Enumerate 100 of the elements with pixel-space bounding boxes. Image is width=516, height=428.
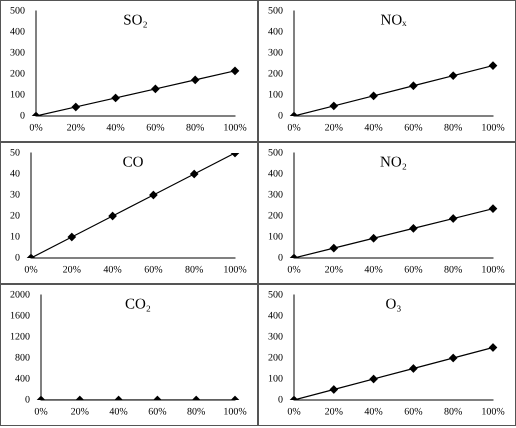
y-tick-label: 200 xyxy=(10,68,25,80)
chart-title: NO₂ xyxy=(380,154,407,170)
x-tick-label: 0% xyxy=(287,122,301,134)
point xyxy=(449,214,458,223)
y-tick-label: 2000 xyxy=(10,290,30,301)
y-tick-label: 500 xyxy=(10,6,25,17)
x-tick-label: 100% xyxy=(481,406,505,418)
point xyxy=(330,385,338,394)
x-tick-label: 80% xyxy=(444,406,462,418)
point xyxy=(409,364,418,373)
x-tick-label: 40% xyxy=(106,122,125,134)
y-tick-label: 200 xyxy=(268,352,283,364)
x-tick-label: 20% xyxy=(324,122,343,134)
x-tick-label: 40% xyxy=(109,406,128,418)
y-tick-label: 200 xyxy=(268,210,283,222)
x-tick-label: 20% xyxy=(324,406,343,418)
y-tick-label: 300 xyxy=(268,332,283,343)
y-tick-label: 0 xyxy=(278,110,283,122)
y-tick-label: 500 xyxy=(268,6,283,17)
x-tick-label: 80% xyxy=(185,264,204,276)
y-tick-label: 1200 xyxy=(10,332,30,343)
point xyxy=(488,343,498,352)
point xyxy=(409,82,418,90)
point xyxy=(409,224,418,232)
x-tick-label: 40% xyxy=(364,122,383,134)
x-tick-label: 100% xyxy=(223,264,247,276)
y-tick-label: 0 xyxy=(15,252,20,264)
point xyxy=(191,76,200,84)
x-tick-label: 20% xyxy=(62,264,81,276)
point xyxy=(112,94,120,102)
x-tick-label: 100% xyxy=(481,122,505,134)
point xyxy=(370,374,378,384)
point xyxy=(230,66,240,75)
y-tick-label: 100 xyxy=(268,232,283,243)
y-tick-label: 100 xyxy=(10,90,25,101)
y-tick-label: 0 xyxy=(25,394,30,406)
y-tick-label: 300 xyxy=(268,48,283,59)
point xyxy=(151,84,160,94)
x-tick-label: 0% xyxy=(34,406,48,418)
point xyxy=(330,102,338,110)
y-tick-label: 800 xyxy=(15,352,30,364)
y-tick-label: 400 xyxy=(268,26,283,38)
x-tick-label: 0% xyxy=(287,406,301,418)
point xyxy=(149,190,158,200)
x-tick-label: 100% xyxy=(481,264,505,276)
y-tick-label: 100 xyxy=(268,374,283,385)
x-tick-label: 60% xyxy=(404,122,423,134)
y-tick-label: 400 xyxy=(15,374,30,385)
x-tick-label: 100% xyxy=(223,122,247,134)
y-tick-label: 40 xyxy=(10,168,20,180)
x-tick-label: 40% xyxy=(364,264,383,276)
x-tick-label: 80% xyxy=(444,264,462,276)
point xyxy=(330,244,338,252)
x-tick-label: 60% xyxy=(404,406,423,418)
point xyxy=(370,92,378,100)
point xyxy=(449,72,458,80)
y-tick-label: 0 xyxy=(20,110,25,122)
y-tick-label: 50 xyxy=(10,148,20,159)
x-tick-label: 20% xyxy=(324,264,343,276)
x-tick-label: 0% xyxy=(287,264,301,276)
x-tick-label: 20% xyxy=(70,406,89,418)
y-tick-label: 400 xyxy=(268,310,283,322)
x-tick-label: 60% xyxy=(146,122,165,134)
x-tick-label: 60% xyxy=(404,264,423,276)
y-tick-label: 500 xyxy=(268,148,283,159)
point xyxy=(449,354,458,362)
x-tick-label: 60% xyxy=(148,406,167,418)
x-tick-label: 80% xyxy=(444,122,462,134)
chart-title: SO₂ xyxy=(123,12,148,28)
y-tick-label: 200 xyxy=(268,68,283,80)
point xyxy=(488,204,498,213)
point xyxy=(190,170,198,178)
y-tick-label: 10 xyxy=(10,232,20,243)
y-tick-label: 30 xyxy=(10,190,20,201)
chart-title: O₃ xyxy=(385,296,402,312)
chart-title: CO xyxy=(122,154,144,170)
x-tick-label: 40% xyxy=(103,264,122,276)
point xyxy=(370,234,378,242)
point xyxy=(72,102,80,112)
chart-title: NOₓ xyxy=(380,12,408,28)
y-tick-label: 20 xyxy=(10,210,20,222)
y-tick-label: 100 xyxy=(268,90,283,101)
y-tick-label: 300 xyxy=(268,190,283,201)
x-tick-label: 0% xyxy=(29,122,43,134)
point xyxy=(488,62,498,70)
y-tick-label: 0 xyxy=(278,394,283,406)
y-tick-label: 1600 xyxy=(10,310,30,322)
chart-title: CO₂ xyxy=(124,296,152,312)
point xyxy=(108,212,117,220)
x-tick-label: 60% xyxy=(144,264,163,276)
y-tick-label: 300 xyxy=(10,48,25,59)
x-tick-label: 20% xyxy=(66,122,85,134)
x-tick-label: 100% xyxy=(223,406,247,418)
x-tick-label: 0% xyxy=(24,264,38,276)
y-tick-label: 0 xyxy=(278,252,283,264)
x-tick-label: 80% xyxy=(187,406,206,418)
y-tick-label: 400 xyxy=(268,168,283,180)
point xyxy=(68,232,76,242)
x-tick-label: 40% xyxy=(364,406,383,418)
x-tick-label: 80% xyxy=(186,122,204,134)
